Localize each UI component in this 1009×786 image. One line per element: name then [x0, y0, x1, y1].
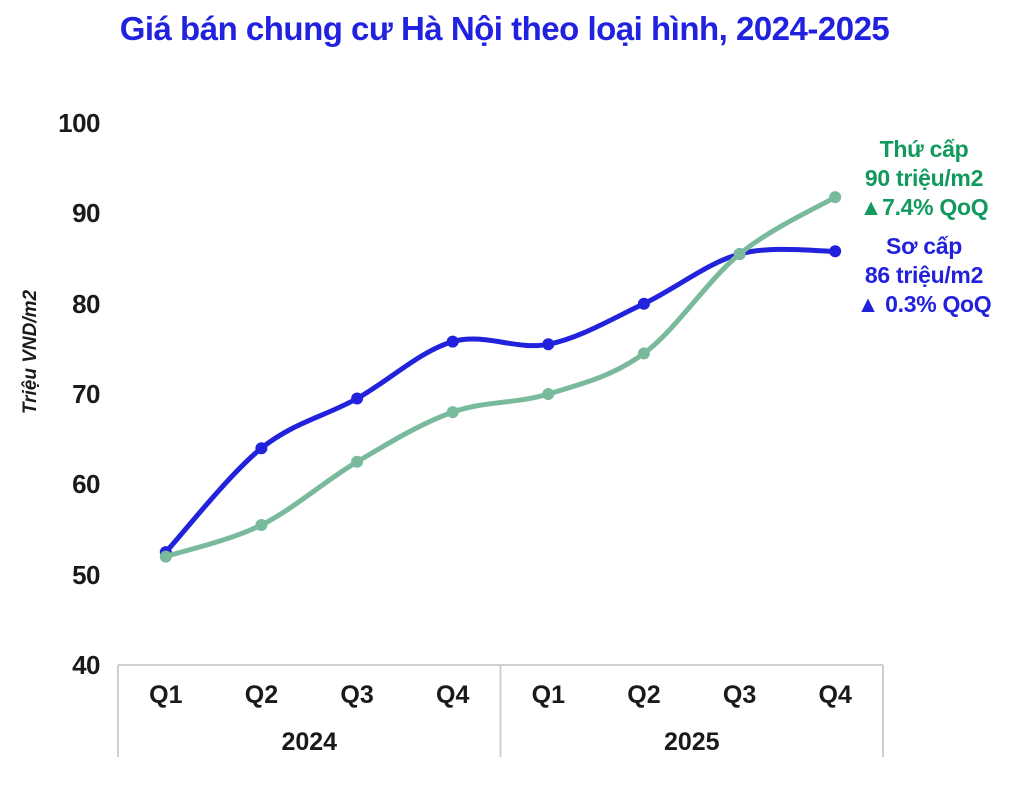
- series-price-label: 90 triệu/m2: [864, 165, 984, 191]
- data-point-sơ-cấp-Q2-5: [637, 297, 650, 310]
- series-qoq-label: ▲7.4% QoQ: [859, 194, 989, 220]
- data-point-sơ-cấp-Q3-2: [351, 392, 364, 405]
- data-point-thứ-cấp-Q4-7: [829, 191, 842, 204]
- x-category-Q3-6: Q3: [722, 681, 757, 709]
- data-point-thứ-cấp-Q4-3: [446, 406, 459, 419]
- data-point-sơ-cấp-Q4-3: [446, 335, 459, 348]
- x-category-Q2-5: Q2: [627, 681, 661, 709]
- data-point-sơ-cấp-Q4-7: [829, 245, 842, 258]
- y-tick-40: 40: [72, 650, 100, 680]
- data-point-thứ-cấp-Q3-6: [733, 248, 746, 260]
- data-point-thứ-cấp-Q2-1: [255, 519, 268, 531]
- x-category-Q4-7: Q4: [818, 681, 852, 709]
- series-name-label: Thứ cấp: [879, 136, 969, 162]
- y-tick-70: 70: [72, 379, 100, 409]
- series-label-thu-cap: Thứ cấp 90 triệu/m2 ▲7.4% QoQ: [845, 135, 1003, 222]
- series-qoq-label: ▲ 0.3% QoQ: [856, 291, 992, 317]
- series-price-label: 86 triệu/m2: [864, 262, 984, 288]
- series-label-so-cap: Sơ cấp 86 triệu/m2 ▲ 0.3% QoQ: [845, 232, 1003, 319]
- y-tick-50: 50: [72, 559, 100, 590]
- series-sơ-cấp: [159, 245, 842, 559]
- x-category-Q2-1: Q2: [244, 681, 279, 709]
- x-category-Q3-2: Q3: [340, 681, 374, 709]
- x-year-2025: 2025: [663, 728, 720, 756]
- series-name-label: Sơ cấp: [886, 233, 962, 259]
- x-year-2024: 2024: [281, 728, 338, 756]
- x-category-Q1-0: Q1: [149, 681, 183, 709]
- data-point-thứ-cấp-Q2-5: [637, 347, 650, 360]
- y-tick-80: 80: [72, 288, 100, 319]
- data-point-thứ-cấp-Q1-0: [159, 550, 172, 563]
- data-point-sơ-cấp-Q1-4: [542, 338, 555, 351]
- series-thứ-cấp: [159, 191, 842, 563]
- y-tick-100: 100: [58, 108, 100, 138]
- data-point-thứ-cấp-Q3-2: [351, 455, 364, 468]
- data-point-thứ-cấp-Q1-4: [542, 388, 555, 400]
- x-category-Q1-4: Q1: [531, 681, 565, 709]
- chart-title: Giá bán chung cư Hà Nội theo loại hình, …: [119, 10, 890, 47]
- x-axis-box: [117, 664, 884, 757]
- data-point-sơ-cấp-Q2-1: [255, 442, 268, 455]
- y-tick-60: 60: [72, 469, 100, 500]
- y-tick-90: 90: [72, 198, 100, 229]
- x-category-Q4-3: Q4: [436, 681, 470, 709]
